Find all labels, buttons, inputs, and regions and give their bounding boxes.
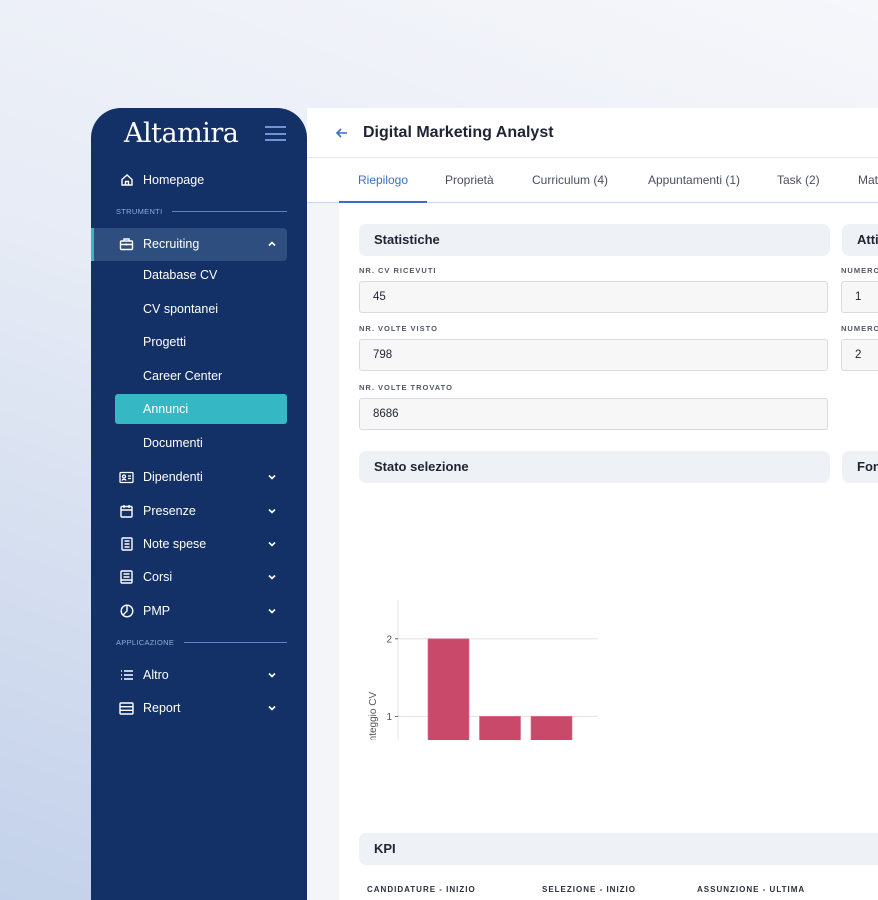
sidebar-sub-cv-spontanei[interactable]: CV spontanei: [143, 302, 219, 316]
sidebar-sub-database-cv[interactable]: Database CV: [143, 268, 218, 282]
field-label: NUMERO: [841, 266, 878, 275]
volte-trovato-field[interactable]: 8686: [359, 398, 828, 430]
kpi-column-label: ASSUNZIONE - ULTIMA: [697, 885, 806, 894]
tab-bar: Riepilogo Proprietà Curriculum (4) Appun…: [307, 159, 878, 203]
briefcase-icon: [119, 237, 134, 252]
tab-more[interactable]: Mat: [858, 173, 878, 187]
home-icon: [119, 173, 134, 188]
bar: [479, 716, 521, 740]
y-tick-label: 1: [386, 712, 392, 723]
id-card-icon: [119, 470, 134, 485]
field-label: NR. VOLTE VISTO: [359, 324, 438, 333]
kpi-header: KPI: [359, 833, 878, 865]
list-icon: [119, 668, 134, 683]
tab-riepilogo[interactable]: Riepilogo: [339, 159, 428, 203]
content-gutter: [307, 203, 339, 900]
chevron-down-icon: [268, 705, 276, 711]
numero-field-1[interactable]: 1: [841, 281, 878, 313]
field-label: NR. CV RICEVUTI: [359, 266, 437, 275]
numero-field-2[interactable]: 2: [841, 339, 878, 371]
logo: Altamira: [124, 118, 239, 149]
section-strumenti: STRUMENTI: [116, 207, 287, 216]
sidebar-item-altro[interactable]: Altro: [91, 659, 307, 691]
fonti-header: Fon: [842, 451, 878, 483]
pie-chart-icon: [119, 604, 134, 619]
table-icon: [119, 701, 134, 716]
section-label: STRUMENTI: [116, 207, 163, 216]
chevron-down-icon: [268, 672, 276, 678]
y-axis-label: Conteggio CV: [368, 692, 379, 740]
y-tick-label: 2: [386, 634, 392, 645]
sidebar-item-label: Corsi: [143, 570, 173, 584]
stato-selezione-header: Stato selezione: [359, 451, 830, 483]
stato-selezione-chart: 012ScreeningCondivisione CVFare offertaS…: [368, 600, 598, 740]
chevron-down-icon: [268, 574, 276, 580]
page-title: Digital Marketing Analyst: [363, 124, 554, 141]
calendar-icon: [119, 504, 134, 519]
sidebar-item-note-spese[interactable]: Note spese: [91, 528, 307, 560]
sidebar-sub-career-center[interactable]: Career Center: [143, 369, 223, 383]
sidebar-item-label: Homepage: [143, 173, 205, 187]
volte-visto-field[interactable]: 798: [359, 339, 828, 371]
sidebar-sub-annunci[interactable]: Annunci: [115, 394, 287, 424]
sidebar-item-label: Recruiting: [143, 237, 200, 251]
chevron-down-icon: [268, 541, 276, 547]
tab-task[interactable]: Task (2): [777, 173, 820, 187]
sidebar-item-label: Note spese: [143, 537, 207, 551]
cv-ricevuti-field[interactable]: 45: [359, 281, 828, 313]
page-header: Digital Marketing Analyst: [307, 108, 878, 158]
bar: [530, 716, 573, 740]
sidebar-item-label: PMP: [143, 604, 171, 618]
sidebar: Altamira Homepage STRUMENTI Recruiting D…: [91, 108, 307, 900]
sidebar-item-label: Report: [143, 701, 181, 715]
sidebar-item-dipendenti[interactable]: Dipendenti: [91, 461, 307, 493]
menu-toggle-icon[interactable]: [265, 126, 286, 141]
sidebar-sub-documenti[interactable]: Documenti: [143, 436, 203, 450]
section-applicazione: APPLICAZIONE: [116, 638, 287, 647]
sidebar-item-label: Presenze: [143, 504, 196, 518]
calculator-icon: [119, 537, 134, 552]
kpi-column-label: SELEZIONE - INIZIO: [542, 885, 637, 894]
tab-curriculum[interactable]: Curriculum (4): [532, 173, 609, 187]
sidebar-sub-progetti[interactable]: Progetti: [143, 335, 187, 349]
kpi-column-label: CANDIDATURE - INIZIO: [367, 885, 476, 894]
sidebar-item-label: Dipendenti: [143, 470, 203, 484]
sidebar-item-report[interactable]: Report: [91, 692, 307, 724]
tab-appuntamenti[interactable]: Appuntamenti (1): [648, 173, 741, 187]
back-arrow-icon[interactable]: [334, 125, 350, 141]
tab-proprieta[interactable]: Proprietà: [445, 173, 494, 187]
book-icon: [119, 570, 134, 585]
chevron-down-icon: [268, 608, 276, 614]
main-content: Digital Marketing Analyst Riepilogo Prop…: [307, 108, 878, 900]
statistiche-header: Statistiche: [359, 224, 830, 256]
sidebar-item-presenze[interactable]: Presenze: [91, 495, 307, 527]
sidebar-item-pmp[interactable]: PMP: [91, 595, 307, 627]
chevron-down-icon: [268, 474, 276, 480]
chevron-down-icon: [268, 508, 276, 514]
field-label: NUMERO: [841, 324, 878, 333]
sidebar-item-recruiting[interactable]: Recruiting: [91, 228, 307, 260]
sidebar-item-corsi[interactable]: Corsi: [91, 561, 307, 593]
sidebar-item-homepage[interactable]: Homepage: [91, 164, 307, 196]
attivita-header: Atti: [842, 224, 878, 256]
sidebar-item-label: Altro: [143, 668, 169, 682]
bar: [427, 638, 470, 740]
section-label: APPLICAZIONE: [116, 638, 175, 647]
field-label: NR. VOLTE TROVATO: [359, 383, 453, 392]
chevron-up-icon: [268, 241, 276, 247]
